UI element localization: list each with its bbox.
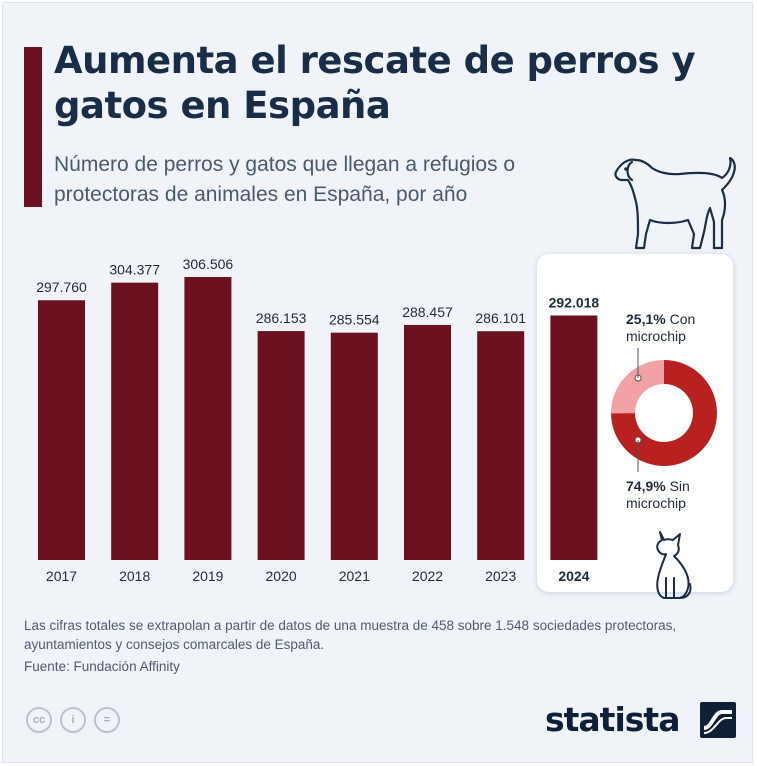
tick-label-2024: 2024 xyxy=(558,568,589,584)
source-line: Fuente: Fundación Affinity xyxy=(24,659,180,674)
donut-label-con: 25,1% Con microchip xyxy=(626,311,757,345)
bar-2023 xyxy=(477,331,525,560)
chart-subtitle: Número de perros y gatos que llegan a re… xyxy=(54,153,516,206)
license-icons: cc i = xyxy=(26,707,120,733)
dog-icon xyxy=(614,156,736,250)
tick-label-2019: 2019 xyxy=(192,568,223,584)
sin-label: Sin microchip xyxy=(626,478,690,511)
bar-2018 xyxy=(111,282,159,560)
value-label-2017: 297.760 xyxy=(36,279,87,295)
sin-percent: 74,9% xyxy=(626,478,666,494)
value-label-2020: 286.153 xyxy=(256,310,307,326)
chart-title: Aumenta el rescate de perros y gatos en … xyxy=(54,39,696,127)
bar-chart: 297.760 304.377 306.506 286.153 285.554 288.4… xyxy=(36,256,600,584)
tick-label-2022: 2022 xyxy=(412,568,443,584)
bar-2022 xyxy=(404,324,451,560)
slice-con-microchip xyxy=(611,360,664,414)
donut-label-sin: 74,9% Sin microchip xyxy=(626,478,716,512)
tick-label-2017: 2017 xyxy=(46,568,77,584)
title-accent-bar xyxy=(24,47,42,207)
bar-2021 xyxy=(330,332,378,560)
value-label-2024: 292.018 xyxy=(549,294,600,310)
value-label-2019: 306.506 xyxy=(183,256,234,272)
bar-2019 xyxy=(184,277,232,560)
value-label-2021: 285.554 xyxy=(329,312,380,328)
con-label: Con microchip xyxy=(626,311,696,344)
tick-label-2021: 2021 xyxy=(339,568,370,584)
value-label-2018: 304.377 xyxy=(109,262,160,278)
bar-2017 xyxy=(38,300,85,560)
brand-wordmark[interactable]: statista xyxy=(545,700,680,739)
tick-label-2018: 2018 xyxy=(119,568,150,584)
footnote: Las cifras totales se extrapolan a parti… xyxy=(24,618,677,652)
leader-lines xyxy=(637,348,639,472)
brand-logo-icon[interactable] xyxy=(700,702,736,738)
cat-icon xyxy=(656,531,692,599)
equals-icon[interactable]: = xyxy=(94,707,120,733)
tick-label-2023: 2023 xyxy=(485,568,516,584)
value-label-2022: 288.457 xyxy=(402,304,453,320)
person-icon[interactable]: i xyxy=(60,707,86,733)
con-percent: 25,1% xyxy=(626,311,666,327)
value-label-2023: 286.101 xyxy=(475,310,526,326)
bar-2020 xyxy=(257,331,305,560)
bar-2024 xyxy=(550,315,598,560)
cc-icon[interactable]: cc xyxy=(26,707,52,733)
tick-label-2020: 2020 xyxy=(266,568,297,584)
